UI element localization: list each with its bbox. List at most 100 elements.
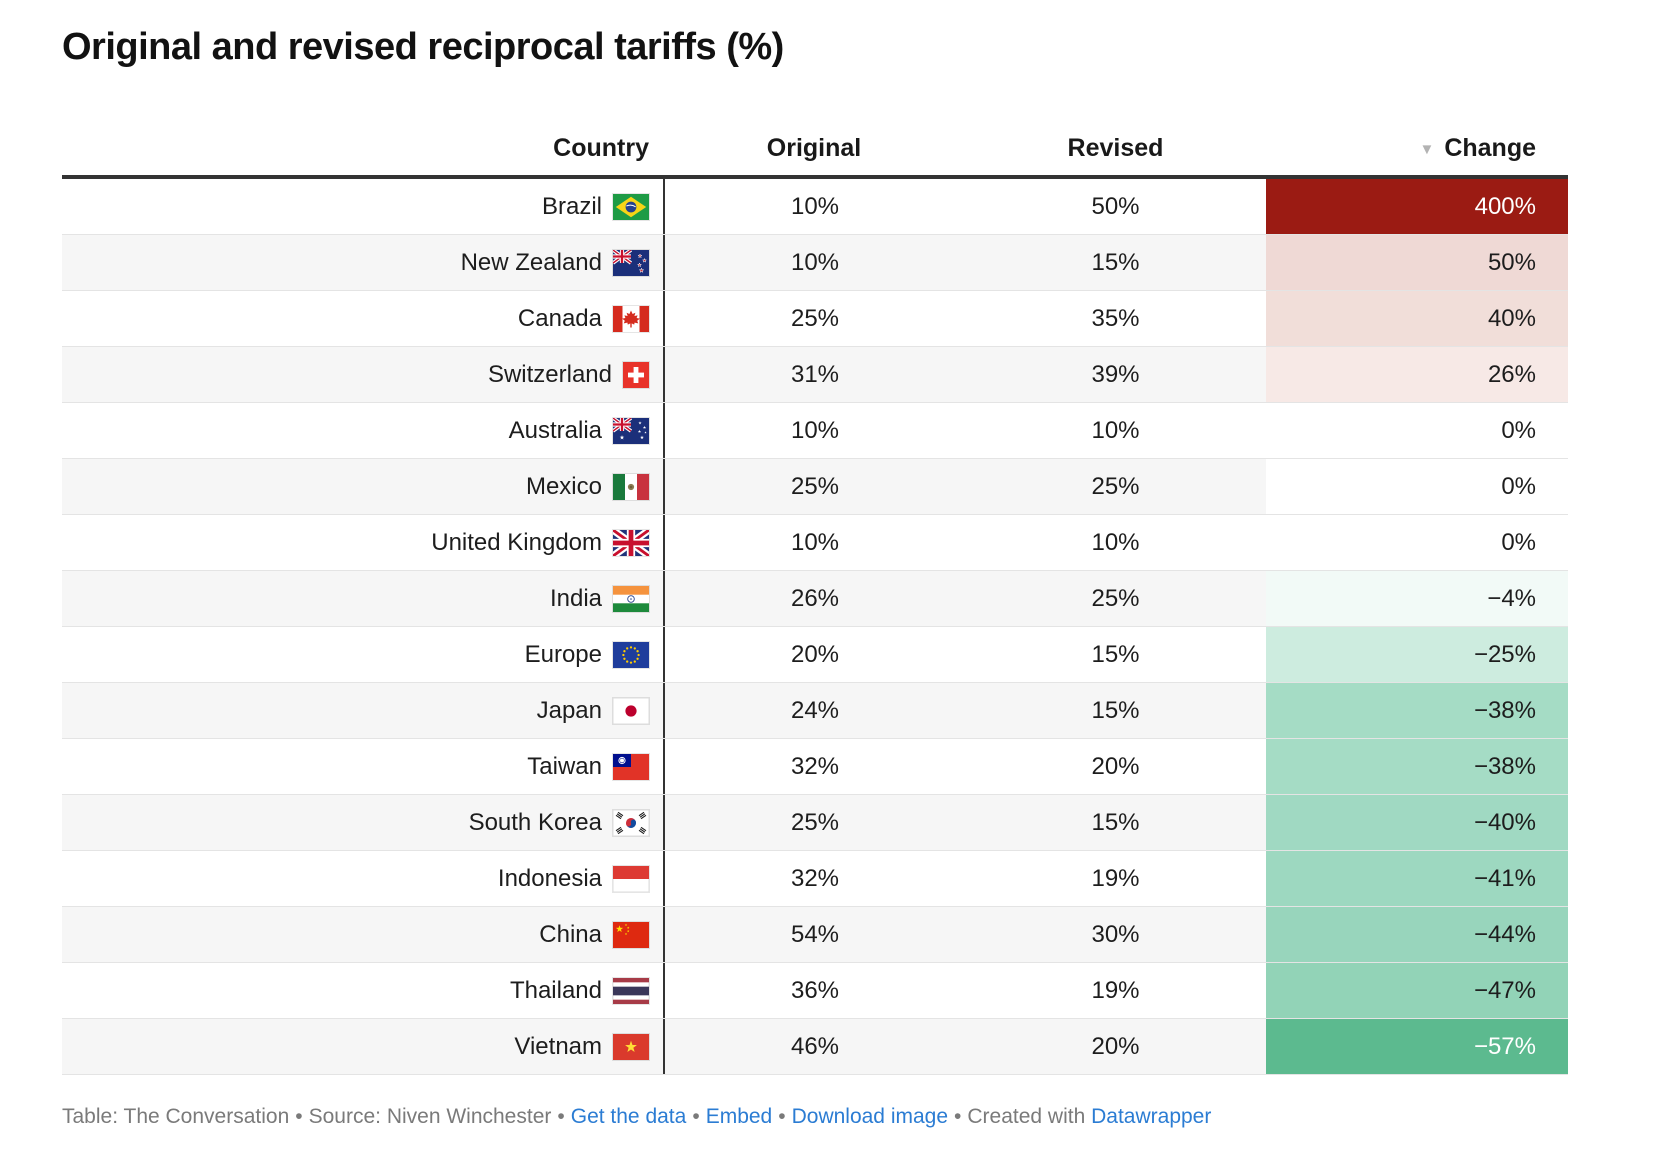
revised-tariff-cell: 10% <box>1091 528 1140 556</box>
get-the-data-link[interactable]: Get the data <box>570 1105 687 1128</box>
country-cell: Canada <box>62 291 663 346</box>
original-tariff-cell: 46% <box>663 1019 965 1074</box>
footer-bullet: • <box>295 1105 303 1128</box>
country-name: Brazil <box>541 192 602 220</box>
column-header-country[interactable]: Country <box>553 134 649 162</box>
download-image-link[interactable]: Download image <box>791 1105 949 1128</box>
country-name: Indonesia <box>497 864 602 892</box>
table-row: Switzerland 31% 39% 26% <box>62 347 1568 403</box>
revised-tariff-cell: 19% <box>1091 864 1140 892</box>
revised-tariff-cell: 15% <box>965 683 1266 738</box>
table-row: China 54% 30% −44% <box>62 907 1568 963</box>
change-cell: −41% <box>1266 851 1568 906</box>
footer-bullet: • <box>692 1105 700 1128</box>
country-name: Canada <box>517 304 602 332</box>
flag-indonesia-icon <box>613 865 649 892</box>
revised-tariff-cell: 20% <box>1091 752 1140 780</box>
country-cell: New Zealand <box>62 235 663 290</box>
change-cell: −38% <box>1266 739 1568 794</box>
table-row: South Korea 25% 15% −40% <box>62 795 1568 851</box>
revised-tariff-cell: 25% <box>965 571 1266 626</box>
table-row: New Zealand 10% 15% 50% <box>62 235 1568 291</box>
original-tariff-cell: 25% <box>663 795 965 850</box>
country-cell: Mexico <box>62 459 663 514</box>
change-cell: 400% <box>1266 179 1568 234</box>
table-row: Taiwan 32% 20% −38% <box>62 739 1568 795</box>
table-row: Canada 25% 35% 40% <box>62 291 1568 347</box>
revised-tariff-cell: 30% <box>965 907 1266 962</box>
original-tariff-cell: 26% <box>663 571 965 626</box>
embed-link[interactable]: Embed <box>705 1105 773 1128</box>
original-tariff-cell: 10% <box>663 179 965 234</box>
column-header-original[interactable]: Original <box>766 134 862 162</box>
table-row: Thailand 36% 19% −47% <box>62 963 1568 1019</box>
country-name: Australia <box>508 416 602 444</box>
change-cell: −40% <box>1266 795 1568 850</box>
original-tariff-cell: 36% <box>663 963 965 1018</box>
country-name: India <box>549 584 602 612</box>
page-title: Original and revised reciprocal tariffs … <box>62 26 784 68</box>
footer: Table: The Conversation • Source: Niven Wi… <box>62 1105 1568 1129</box>
original-tariff-cell: 25% <box>663 291 965 346</box>
flag-europe-icon <box>613 641 649 668</box>
flag-united-kingdom-icon <box>613 529 649 556</box>
flag-japan-icon <box>613 697 649 724</box>
country-name: Taiwan <box>527 752 602 780</box>
revised-tariff-cell: 25% <box>965 459 1266 514</box>
country-cell: Switzerland <box>62 347 663 402</box>
table-row: Japan 24% 15% −38% <box>62 683 1568 739</box>
footer-bullet: • <box>557 1105 565 1128</box>
revised-tariff-cell: 15% <box>965 235 1266 290</box>
flag-switzerland-icon <box>623 361 649 388</box>
flag-brazil-icon <box>613 193 649 220</box>
tariff-table: Country Original Revised ▼ Change Brazil… <box>62 117 1568 1075</box>
change-cell: −57% <box>1266 1019 1568 1074</box>
footer-created-with: Created with <box>967 1105 1086 1128</box>
country-name: China <box>539 920 602 948</box>
country-cell: China <box>62 907 663 962</box>
datawrapper-link[interactable]: Datawrapper <box>1091 1105 1212 1128</box>
footer-bullet: • <box>954 1105 962 1128</box>
flag-thailand-icon <box>613 977 649 1004</box>
country-name: Switzerland <box>487 360 612 388</box>
column-header-change[interactable]: ▼ Change <box>1266 134 1568 175</box>
change-cell: −44% <box>1266 907 1568 962</box>
country-cell: Thailand <box>62 963 663 1018</box>
table-body: Brazil 10% 50% 400% New Zealand 10% 15% 50% Cana… <box>62 179 1568 1075</box>
change-cell: −4% <box>1266 571 1568 626</box>
footer-attribution: Table: The Conversation <box>62 1105 290 1128</box>
flag-south-korea-icon <box>613 809 649 836</box>
flag-india-icon <box>613 585 649 612</box>
country-cell: Japan <box>62 683 663 738</box>
original-tariff-cell: 32% <box>663 739 965 794</box>
table-row: Vietnam 46% 20% −57% <box>62 1019 1568 1075</box>
original-tariff-cell: 10% <box>663 403 965 458</box>
country-cell: South Korea <box>62 795 663 850</box>
country-name: United Kingdom <box>431 528 602 556</box>
flag-australia-icon <box>613 417 649 444</box>
change-cell: 0% <box>1266 515 1568 570</box>
column-header-revised[interactable]: Revised <box>1067 134 1164 162</box>
table-row: Europe 20% 15% −25% <box>62 627 1568 683</box>
country-name: Japan <box>536 696 602 724</box>
original-tariff-cell: 32% <box>663 851 965 906</box>
original-tariff-cell: 25% <box>663 459 965 514</box>
country-cell: Australia <box>62 403 663 458</box>
change-cell: 0% <box>1266 403 1568 458</box>
original-tariff-cell: 31% <box>663 347 965 402</box>
country-name: South Korea <box>468 808 602 836</box>
original-tariff-cell: 54% <box>663 907 965 962</box>
country-cell: Brazil <box>62 179 663 234</box>
revised-tariff-cell: 15% <box>965 795 1266 850</box>
table-header-row: Country Original Revised ▼ Change <box>62 117 1568 179</box>
footer-bullet: • <box>778 1105 786 1128</box>
revised-tariff-cell: 15% <box>1091 640 1140 668</box>
change-cell: 26% <box>1266 347 1568 402</box>
revised-tariff-cell: 35% <box>1091 304 1140 332</box>
original-tariff-cell: 10% <box>663 235 965 290</box>
flag-canada-icon <box>613 305 649 332</box>
revised-tariff-cell: 50% <box>1091 192 1140 220</box>
table-row: Indonesia 32% 19% −41% <box>62 851 1568 907</box>
revised-tariff-cell: 20% <box>965 1019 1266 1074</box>
